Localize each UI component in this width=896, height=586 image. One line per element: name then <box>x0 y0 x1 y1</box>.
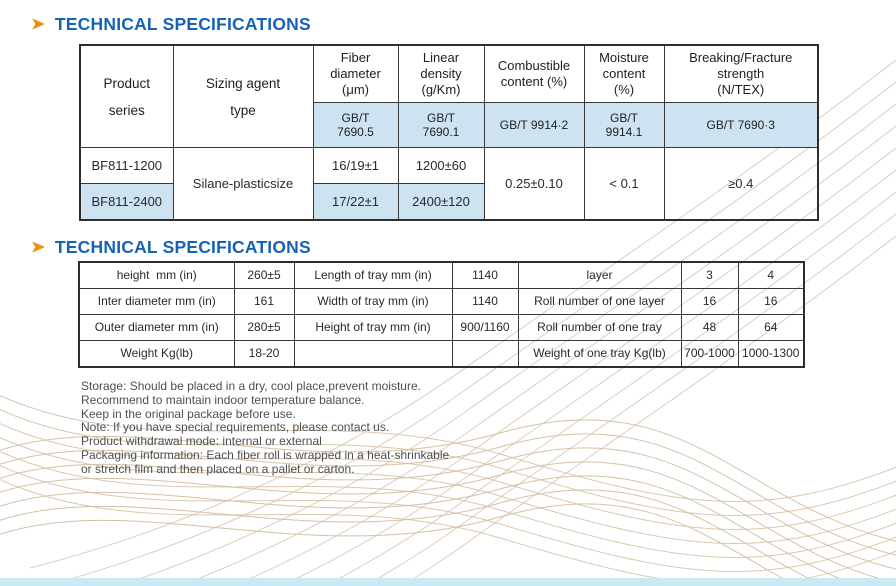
moisture-content-header: Moisture content (%) <box>583 44 665 103</box>
spec-value-cell: 260±5 <box>233 261 295 289</box>
note-line: Note: If you have special requirements, … <box>81 420 390 435</box>
spec-label-cell: height mm (in) <box>78 261 235 289</box>
notes-block: Storage: Should be placed in a dry, cool… <box>81 379 521 477</box>
table-row: height mm (in) 260±5 Length of tray mm (… <box>78 261 805 289</box>
sizing-agent-header: Sizing agent type <box>172 44 314 148</box>
combustible-value-cell: 0.25±0.10 <box>483 147 585 221</box>
spec-value-cell: 16 <box>737 288 805 315</box>
note-line: Keep in the original package before use. <box>81 406 296 421</box>
section1-heading: ➤ TECHNICAL SPECIFICATIONS <box>30 14 311 35</box>
note-line: Storage: Should be placed in a dry, cool… <box>81 379 421 393</box>
product-spec-table: Product series Sizing agent type Fiber d… <box>79 44 819 221</box>
series-cell: BF811-1200 <box>79 147 174 184</box>
spec-label-cell: Outer diameter mm (in) <box>78 314 235 341</box>
moisture-standard-cell: GB/T 9914.1 <box>583 102 665 148</box>
moisture-value-cell: < 0.1 <box>583 147 665 221</box>
breaking-strength-header: Breaking/Fracture strength (N/TEX) <box>663 44 819 103</box>
breaking-value-cell: ≥0.4 <box>663 147 819 221</box>
fiber-diameter-cell: 17/22±1 <box>312 183 399 221</box>
linear-density-cell: 2400±120 <box>397 183 485 221</box>
spec-label-cell: layer <box>517 261 682 289</box>
combustible-content-header: Combustible content (%) <box>483 44 585 103</box>
fiber-diameter-header: Fiber diameter (μm) <box>312 44 399 103</box>
section2-title: TECHNICAL SPECIFICATIONS <box>54 237 311 257</box>
packaging-spec-table: height mm (in) 260±5 Length of tray mm (… <box>78 261 805 368</box>
linear-standard-cell: GB/T 7690.1 <box>397 102 485 148</box>
spec-value-cell: 3 <box>680 261 739 289</box>
spec-label-cell: Roll number of one layer <box>517 288 682 315</box>
arrow-icon: ➤ <box>30 14 46 35</box>
spec-value-cell: 16 <box>680 288 739 315</box>
spec-label-cell: Weight Kg(lb) <box>78 340 235 368</box>
empty-cell <box>451 340 519 368</box>
spec-label-cell: Width of tray mm (in) <box>293 288 453 315</box>
spec-label-cell: Height of tray mm (in) <box>293 314 453 341</box>
fiber-standard-cell: GB/T 7690.5 <box>312 102 399 148</box>
table-row: Outer diameter mm (in) 280±5 Height of t… <box>78 314 805 341</box>
linear-density-header: Linear density (g/Km) <box>397 44 485 103</box>
product-series-header: Product series <box>79 44 174 148</box>
note-line: Packaging information: Each fiber roll i… <box>81 447 450 462</box>
spec-value-cell: 280±5 <box>233 314 295 341</box>
series-cell: BF811-2400 <box>79 183 174 221</box>
spec-label-cell: Roll number of one tray <box>517 314 682 341</box>
breaking-standard-cell: GB/T 7690·3 <box>663 102 819 148</box>
spec-value-cell: 64 <box>737 314 805 341</box>
spec-value-cell: 700-1000 <box>680 340 739 368</box>
spec-value-cell: 4 <box>737 261 805 289</box>
arrow-icon: ➤ <box>30 237 46 258</box>
note-line: Product withdrawal mode: internal or ext… <box>81 434 322 449</box>
combustible-standard-cell: GB/T 9914·2 <box>483 102 585 148</box>
spec-value-cell: 900/1160 <box>451 314 519 341</box>
spec-value-cell: 161 <box>233 288 295 315</box>
spec-value-cell: 1140 <box>451 261 519 289</box>
empty-cell <box>293 340 453 368</box>
spec-label-cell: Weight of one tray Kg(lb) <box>517 340 682 368</box>
spec-value-cell: 1000-1300 <box>737 340 805 368</box>
note-line: Recommend to maintain indoor temperature… <box>81 392 365 407</box>
table-row: Weight Kg(lb) 18-20 Weight of one tray K… <box>78 340 805 368</box>
footer-strip <box>0 578 896 586</box>
fiber-diameter-cell: 16/19±1 <box>312 147 399 184</box>
section1-title: TECHNICAL SPECIFICATIONS <box>54 14 311 34</box>
spec-label-cell: Inter diameter mm (in) <box>78 288 235 315</box>
spec-value-cell: 18-20 <box>233 340 295 368</box>
linear-density-cell: 1200±60 <box>397 147 485 184</box>
sizing-agent-cell: Silane-plasticsize <box>172 147 314 221</box>
note-line: or stretch film and then placed on a pal… <box>81 461 355 476</box>
section2-heading: ➤ TECHNICAL SPECIFICATIONS <box>30 237 311 258</box>
spec-value-cell: 48 <box>680 314 739 341</box>
spec-value-cell: 1140 <box>451 288 519 315</box>
table-row: Inter diameter mm (in) 161 Width of tray… <box>78 288 805 315</box>
spec-label-cell: Length of tray mm (in) <box>293 261 453 289</box>
